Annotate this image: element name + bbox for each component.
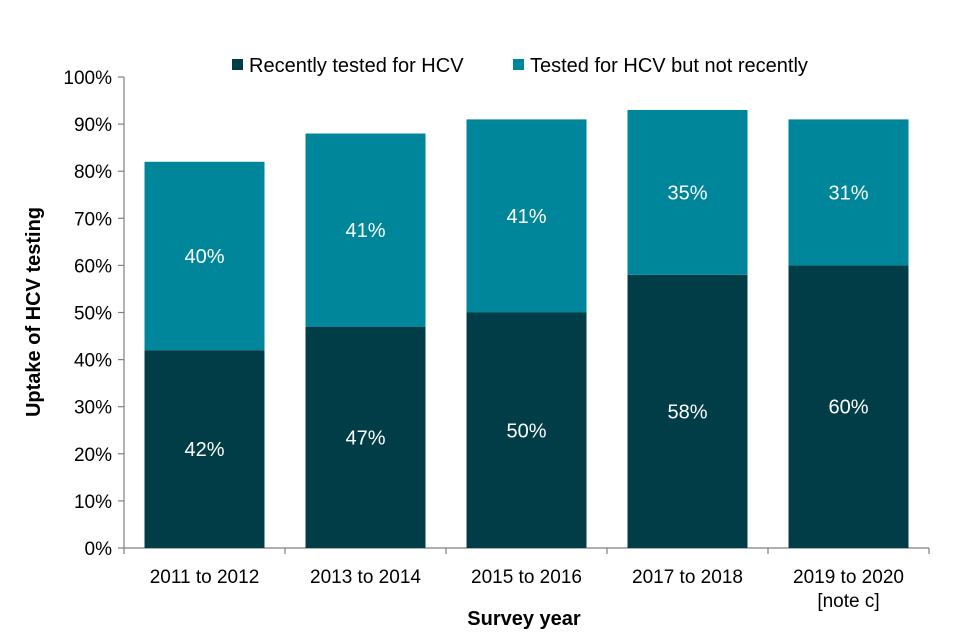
bar-segment-not-recent bbox=[788, 119, 909, 266]
legend-swatch bbox=[232, 59, 243, 70]
y-tick-label: 10% bbox=[74, 492, 112, 513]
bars: 42% 47% 50% 58% 60% 40% 41% 41% 35% 31% bbox=[144, 109, 909, 548]
y-tick-label: 90% bbox=[74, 115, 112, 136]
bar-segment-not-recent bbox=[305, 133, 426, 327]
bar-segment-recent bbox=[305, 326, 426, 548]
bar-segment-recent bbox=[466, 312, 587, 548]
legend-swatch bbox=[513, 59, 524, 70]
bar-value-label: 31% bbox=[828, 182, 868, 204]
bar-segment-not-recent bbox=[466, 119, 587, 313]
bar-value-label: 42% bbox=[184, 439, 224, 461]
bar-value-label: 35% bbox=[667, 182, 707, 204]
bar-segment-recent bbox=[144, 350, 265, 548]
bar-segment-recent bbox=[627, 274, 748, 548]
y-tick-label: 60% bbox=[74, 256, 112, 277]
bar-value-label: 41% bbox=[506, 206, 546, 228]
legend-label: Recently tested for HCV bbox=[249, 55, 464, 77]
bar-value-label: 47% bbox=[345, 427, 385, 449]
bar-value-label: 41% bbox=[345, 220, 385, 242]
bar-value-label: 58% bbox=[667, 401, 707, 423]
x-tick-label: 2017 to 2018 bbox=[632, 567, 743, 588]
x-tick-label: 2011 to 2012 bbox=[150, 567, 260, 588]
y-tick-label: 70% bbox=[74, 209, 112, 230]
bar-value-label: 50% bbox=[506, 420, 546, 442]
y-axis-title: Uptake of HCV testing bbox=[23, 207, 45, 417]
x-axis: 2011 to 2012 2013 to 2014 2015 to 2016 2017… bbox=[123, 547, 930, 612]
chart-legend: Recently tested for HCV Tested for HCV bu… bbox=[232, 55, 808, 77]
x-tick-label: 2015 to 2016 bbox=[471, 567, 582, 588]
y-tick-label: 50% bbox=[74, 304, 112, 325]
bar-value-label: 40% bbox=[184, 246, 224, 268]
y-tick-label: 20% bbox=[74, 445, 112, 466]
y-tick-label: 30% bbox=[74, 398, 112, 419]
y-axis: 0% 10% 20% 30% 40% 50% 60% 70% 80% 90% 100% bbox=[63, 68, 125, 560]
x-tick-label: 2013 to 2014 bbox=[310, 567, 421, 588]
bar-segment-not-recent bbox=[627, 109, 748, 275]
y-tick-label: 80% bbox=[74, 162, 112, 183]
legend-label: Tested for HCV but not recently bbox=[530, 55, 808, 77]
y-tick-label: 100% bbox=[63, 68, 112, 89]
bar-segment-not-recent bbox=[144, 161, 265, 351]
y-tick-label: 0% bbox=[85, 539, 113, 560]
y-tick-label: 40% bbox=[74, 351, 112, 372]
bar-value-label: 60% bbox=[828, 397, 868, 419]
x-tick-label: 2019 to 2020 [note c] bbox=[793, 567, 904, 612]
x-axis-title: Survey year bbox=[467, 608, 581, 630]
bar-segment-recent bbox=[788, 265, 909, 548]
